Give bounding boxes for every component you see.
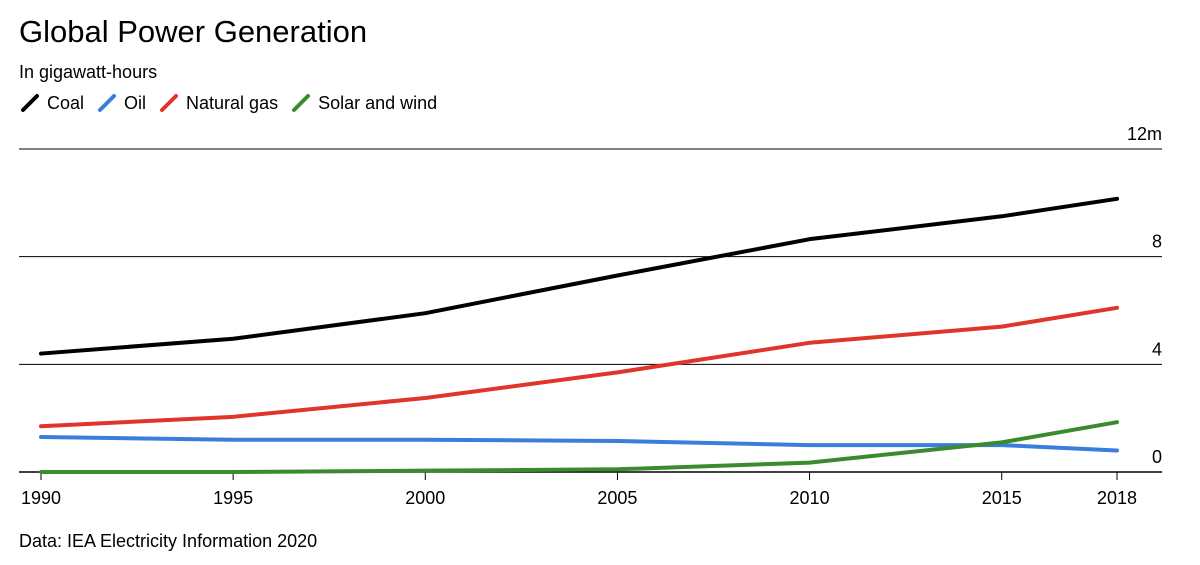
series-line-natural-gas bbox=[39, 305, 1119, 429]
x-tick-label: 2005 bbox=[597, 488, 637, 508]
x-tick-label: 1990 bbox=[21, 488, 61, 508]
legend-swatch bbox=[21, 94, 39, 112]
legend-item-oil: Oil bbox=[96, 92, 146, 114]
legend-item-solar-and-wind: Solar and wind bbox=[290, 92, 437, 114]
legend-swatch bbox=[292, 94, 311, 112]
legend-label: Oil bbox=[124, 92, 147, 113]
y-tick-label: 8 bbox=[1152, 232, 1162, 252]
source-note: Data: IEA Electricity Information 2020 bbox=[19, 531, 318, 551]
x-tick-label: 1995 bbox=[213, 488, 253, 508]
x-tick-label: 2015 bbox=[982, 488, 1022, 508]
legend-item-natural-gas: Natural gas bbox=[158, 92, 278, 114]
chart-title: Global Power Generation bbox=[19, 14, 368, 49]
legend-swatch bbox=[98, 94, 117, 112]
y-tick-label: 12m bbox=[1127, 124, 1162, 144]
x-tick-label: 2000 bbox=[405, 488, 445, 508]
series-line-coal bbox=[39, 196, 1119, 356]
x-tick-label: 2018 bbox=[1097, 488, 1137, 508]
legend-swatch bbox=[160, 94, 179, 112]
legend-label: Solar and wind bbox=[318, 92, 438, 113]
legend-label: Coal bbox=[47, 92, 85, 113]
y-tick-label: 0 bbox=[1152, 447, 1162, 467]
x-tick-label: 2010 bbox=[790, 488, 830, 508]
series-line-oil bbox=[39, 435, 1119, 453]
y-tick-label: 4 bbox=[1152, 339, 1162, 359]
legend-item-coal: Coal bbox=[19, 92, 84, 114]
chart-subtitle: In gigawatt-hours bbox=[19, 62, 158, 82]
series-line-solar-and-wind bbox=[39, 420, 1119, 474]
legend-label: Natural gas bbox=[186, 92, 279, 113]
legend: Coal Oil Natural gas Solar and wind bbox=[19, 92, 449, 114]
